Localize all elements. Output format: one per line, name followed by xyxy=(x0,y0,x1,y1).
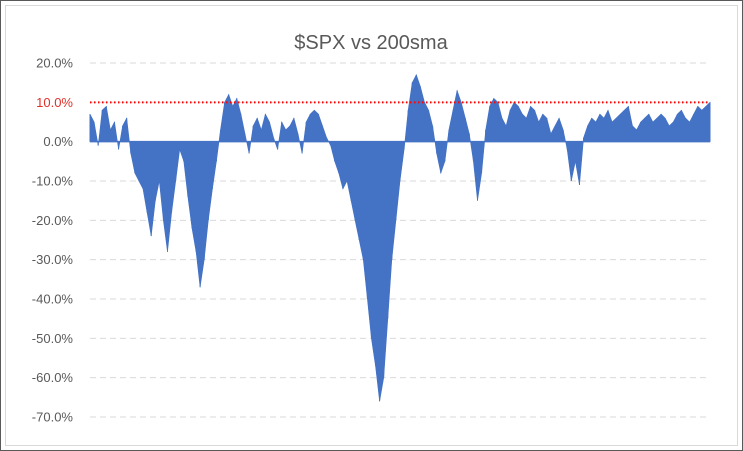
y-axis-tick-labels: 20.0% 10.0% 0.0% -10.0% -20.0% -30.0% -40.0% -5… xyxy=(32,56,74,425)
y-tick-label: 20.0% xyxy=(36,56,73,71)
y-tick-label: -50.0% xyxy=(32,331,74,346)
y-tick-label: 10.0% xyxy=(36,95,73,110)
chart-area-border xyxy=(5,5,738,446)
y-tick-label: -30.0% xyxy=(32,252,74,267)
series-area xyxy=(89,74,711,402)
gridlines xyxy=(90,62,710,418)
y-tick-label: -20.0% xyxy=(32,213,74,228)
y-tick-label: -40.0% xyxy=(32,292,74,307)
chart-title: $SPX vs 200sma xyxy=(294,32,448,54)
y-tick-label: -10.0% xyxy=(32,174,74,189)
series-area-path xyxy=(89,74,711,402)
y-tick-label: 0.0% xyxy=(43,134,73,149)
y-tick-label: -60.0% xyxy=(32,370,74,385)
y-tick-label: -70.0% xyxy=(32,410,74,425)
